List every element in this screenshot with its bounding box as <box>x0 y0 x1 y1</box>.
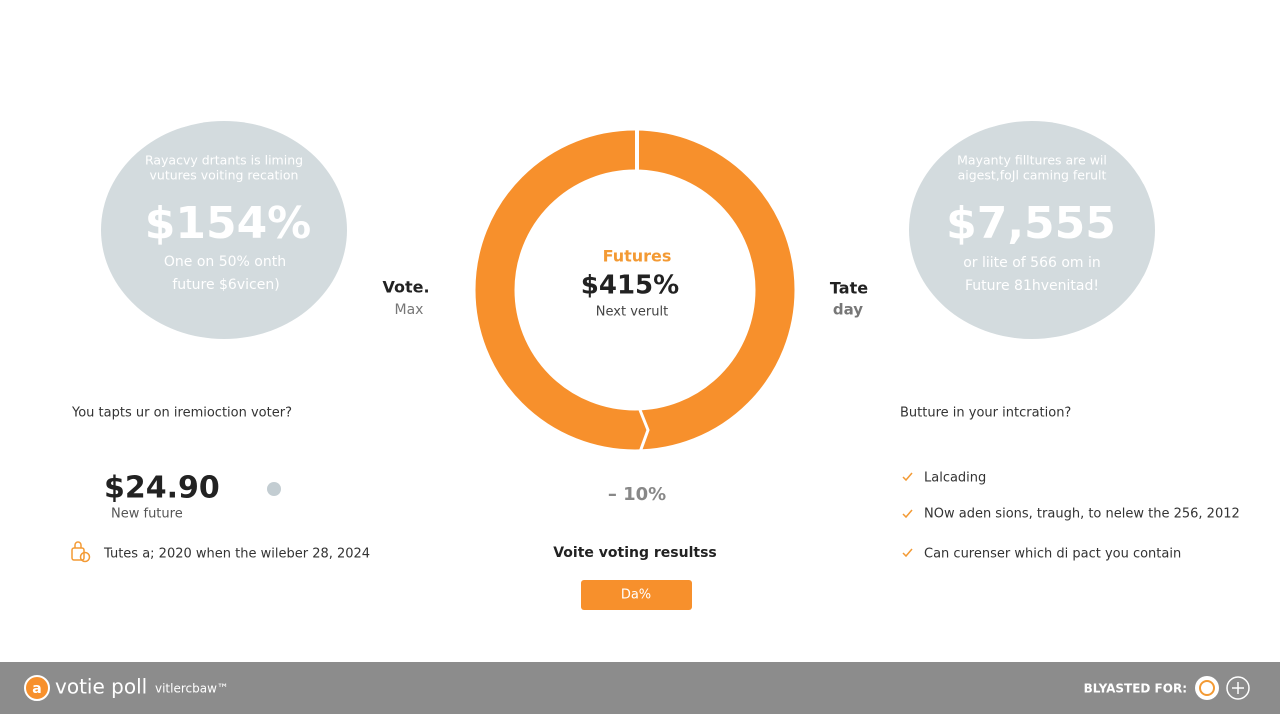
side-sub: Max <box>395 302 424 318</box>
share-button[interactable] <box>1195 676 1219 700</box>
card-sub: future $6vicen) <box>172 277 279 293</box>
center-sub: Next verult <box>596 305 668 320</box>
button-bg[interactable] <box>581 580 692 610</box>
checkmarks <box>902 472 913 558</box>
side-sub: day <box>833 301 863 319</box>
card-caption: Rayacvy drtants is liming <box>145 153 303 168</box>
button-label[interactable]: Da% <box>621 588 651 603</box>
question: You tapts ur on iremioction voter? <box>71 406 292 421</box>
footer <box>0 662 1280 714</box>
note-icon <box>71 541 91 563</box>
brand: votie poll <box>55 675 147 699</box>
logo <box>24 675 50 701</box>
card-caption: Mayanty filltures are wil <box>957 153 1107 168</box>
share-icon[interactable] <box>1199 680 1215 696</box>
question: Butture in your intcration? <box>900 406 1071 421</box>
price-label: New future <box>111 507 183 522</box>
price: $24.90 <box>104 471 220 506</box>
card-value: $7,555 <box>946 198 1116 249</box>
card-caption: vutures voiting recation <box>150 168 299 183</box>
left-card <box>101 121 347 339</box>
right-card <box>909 121 1155 339</box>
tagline: vitlercbaw™ <box>155 682 229 696</box>
add-icon[interactable] <box>1232 682 1244 694</box>
side-title: Vote. <box>382 278 429 297</box>
center-label: Futures <box>603 247 672 266</box>
dot <box>267 482 281 496</box>
footer-right: BLYASTED FOR: <box>1084 682 1187 696</box>
change: – 10% <box>608 484 666 505</box>
button[interactable]: Da% <box>581 580 692 610</box>
donut-notch <box>638 409 650 453</box>
side-title: Tate <box>830 279 868 298</box>
list-item: NOw aden sions, traugh, to nelew the 256… <box>924 507 1240 522</box>
list-item: Can curenser which di pact you contain <box>924 547 1181 562</box>
list-item: Lalcading <box>924 471 986 486</box>
section-title: Voite voting resultss <box>553 545 717 561</box>
card-sub: Future 81hvenitad! <box>965 278 1099 294</box>
center-value: $415% <box>581 271 679 301</box>
card-caption: aigest,foJl caming ferult <box>958 168 1107 183</box>
add-button[interactable] <box>1226 676 1250 700</box>
card-value: $154% <box>145 198 312 249</box>
logo-letter: a <box>32 681 41 697</box>
note: Tutes a; 2020 when the wileber 28, 2024 <box>103 547 370 562</box>
card-sub: or liite of 566 om in <box>963 255 1101 271</box>
card-sub: One on 50% onth <box>164 254 286 270</box>
